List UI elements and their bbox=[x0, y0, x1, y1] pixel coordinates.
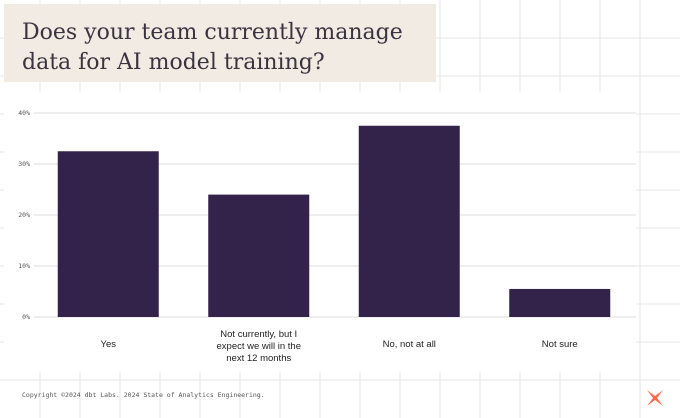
y-tick-label: 20% bbox=[18, 211, 30, 219]
chart-title: Does your team currently manage data for… bbox=[22, 20, 403, 75]
x-tick-label-line: No, not at all bbox=[383, 339, 436, 350]
x-tick-label: No, not at all bbox=[383, 339, 436, 350]
x-tick-label-line: Not sure bbox=[542, 339, 578, 350]
y-tick-label: 40% bbox=[18, 109, 30, 117]
y-tick-label: 30% bbox=[18, 160, 30, 168]
bar bbox=[57, 151, 159, 317]
dbt-logo-icon bbox=[647, 390, 663, 406]
copyright-footer: Copyright ©2024 dbt Labs. 2024 State of … bbox=[22, 391, 265, 399]
title-panel: Does your team currently manage data for… bbox=[4, 4, 436, 82]
x-tick-label-line: Yes bbox=[101, 339, 117, 350]
y-tick-label: 0% bbox=[22, 313, 30, 321]
x-tick-label: Yes bbox=[101, 339, 117, 350]
x-tick-label-line: Not currently, but I bbox=[220, 329, 297, 340]
y-tick-label: 10% bbox=[18, 262, 30, 270]
x-tick-label-line: expect we will in the bbox=[217, 341, 301, 352]
x-tick-label-line: next 12 months bbox=[226, 353, 291, 364]
bar bbox=[208, 194, 310, 317]
x-tick-label: Not sure bbox=[542, 339, 578, 350]
bar bbox=[509, 288, 611, 317]
bar bbox=[358, 125, 460, 317]
